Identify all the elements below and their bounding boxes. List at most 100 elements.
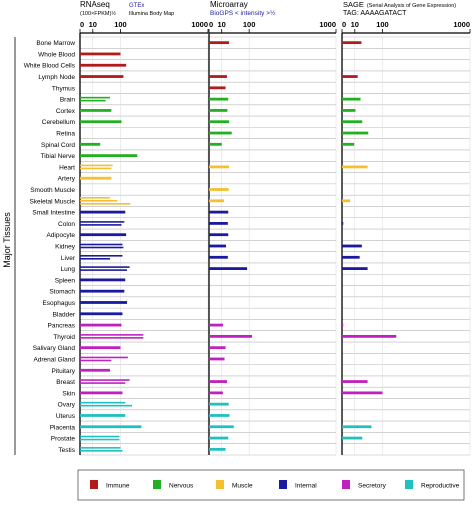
panel-title-sage: SAGE (Serial Analysis of Gene Expression)	[343, 0, 456, 9]
bar-rnaseq-uterus	[80, 414, 126, 417]
panel-title-sage-main: SAGE	[343, 0, 364, 9]
bar-rnaseq-liver	[80, 257, 111, 260]
bar-rnaseq-liver	[80, 254, 123, 257]
tissue-label-esophagus: Esophagus	[42, 300, 75, 307]
tissue-label-lung: Lung	[61, 266, 76, 273]
legend-frame	[77, 469, 465, 501]
bar-rnaseq-artery	[80, 176, 112, 180]
tick-label: 0	[80, 20, 84, 29]
tissue-label-pituitary: Pituitary	[52, 368, 76, 375]
bar-rnaseq-skeletal-muscle	[80, 197, 111, 199]
tissue-label-smooth-muscle: Smooth Muscle	[30, 187, 75, 194]
bar-sage-thyroid	[342, 334, 397, 338]
panel-rnaseq: 0 10 100 1000	[79, 20, 209, 456]
bar-rnaseq-thyroid	[80, 337, 144, 339]
tick-label: 10	[218, 20, 226, 29]
bar-microarray-ovary	[209, 402, 229, 406]
tick-label: 1000	[453, 20, 470, 29]
tissue-label-liver: Liver	[61, 255, 76, 262]
bar-sage-lymph-node	[342, 75, 358, 78]
tissue-label-ovary: Ovary	[58, 402, 76, 409]
tissue-label-whole-blood: Whole Blood	[38, 51, 75, 58]
tick-label: 1000	[319, 20, 336, 29]
tissue-label-cortex: Cortex	[56, 108, 76, 115]
bar-microarray-uterus	[209, 414, 230, 417]
bar-rnaseq-placenta	[80, 425, 142, 429]
bar-sage-cortex	[342, 109, 356, 112]
bar-rnaseq-white-blood-cells	[80, 63, 127, 67]
tick-label: 10	[89, 20, 97, 29]
bar-microarray-brain	[209, 97, 229, 101]
legend-swatch-immune	[90, 480, 98, 489]
bar-rnaseq-ovary	[80, 401, 126, 404]
bar-microarray-spinal-cord	[209, 142, 222, 146]
bar-rnaseq-heart	[80, 167, 112, 170]
panels-layer: 0 10 100 1000 0 10 100 1000 0 10 100 1000	[79, 20, 471, 456]
tissue-label-adipocyte: Adipocyte	[46, 232, 75, 239]
tissue-label-testis: Testis	[58, 447, 75, 454]
tissue-label-skin: Skin	[62, 390, 75, 397]
bar-microarray-prostate	[209, 436, 229, 440]
bar-rnaseq-spleen	[80, 278, 126, 282]
bar-sage-retina	[342, 131, 369, 135]
tissue-label-bone-marrow: Bone Marrow	[36, 40, 75, 47]
legend-label-internal: Internal	[295, 483, 317, 490]
bar-microarray-lymph-node	[209, 75, 227, 78]
tissue-label-retina: Retina	[56, 131, 75, 138]
bar-microarray-pancreas	[209, 323, 223, 327]
tissue-label-stomach: Stomach	[49, 289, 75, 296]
bar-sage-pancreas	[342, 323, 344, 327]
tissue-label-small-intestine: Small Intestine	[32, 210, 75, 217]
bar-sage-cerebellum	[342, 120, 363, 124]
bar-microarray-breast	[209, 380, 227, 383]
panel-title-rnaseq: RNAseq	[80, 0, 110, 9]
legend-label-immune: Immune	[106, 483, 130, 490]
bar-rnaseq-colon	[80, 224, 122, 226]
legend: Immune Nervous Muscle Internal Secretory Repr…	[77, 469, 465, 501]
bar-sage-lung	[342, 267, 368, 270]
tissue-label-spinal-cord: Spinal Cord	[41, 142, 75, 149]
bar-rnaseq-lymph-node	[80, 75, 124, 78]
bar-rnaseq-thyroid	[80, 334, 144, 336]
panel-header-sage: SAGE (Serial Analysis of Gene Expression)…	[343, 0, 456, 17]
tissue-label-salivary-gland: Salivary Gland	[33, 345, 76, 352]
bar-microarray-skin	[209, 391, 223, 395]
bar-microarray-colon	[209, 222, 228, 225]
panel-microarray: 0 10 100 1000	[208, 20, 337, 456]
bar-rnaseq-adipocyte	[80, 233, 127, 237]
tissue-label-prostate: Prostate	[51, 436, 76, 443]
legend-label-muscle: Muscle	[232, 483, 253, 490]
bar-rnaseq-small-intestine	[80, 210, 126, 214]
tissue-label-bladder: Bladder	[53, 311, 76, 318]
tissue-labels: Bone Marrow Whole Blood White Blood Cells L…	[24, 40, 76, 454]
bar-sage-brain	[342, 97, 361, 101]
bar-rnaseq-skeletal-muscle	[80, 200, 118, 202]
bar-sage-bone-marrow	[342, 41, 362, 45]
tick-label: 0	[342, 20, 346, 29]
bar-rnaseq-cortex	[80, 109, 112, 112]
legend-label-reproductive: Reproductive	[421, 483, 460, 490]
tissue-label-breast: Breast	[56, 379, 75, 386]
bar-microarray-bone-marrow	[209, 41, 230, 45]
legend-swatch-internal	[279, 480, 287, 489]
tissue-label-thyroid: Thyroid	[53, 334, 75, 341]
bar-microarray-skeletal-muscle	[209, 199, 225, 203]
panel-sage: 0 10 100 1000	[341, 20, 471, 456]
bar-rnaseq-stomach	[80, 289, 125, 293]
bar-rnaseq-prostate	[80, 438, 120, 441]
panel-header-microarray: Microarray BioGPS < intensity >½	[210, 0, 276, 17]
bar-sage-prostate	[342, 436, 363, 440]
tissue-label-lymph-node: Lymph Node	[38, 74, 75, 81]
bar-microarray-thymus	[209, 86, 226, 90]
tissue-label-placenta: Placenta	[50, 424, 76, 431]
bar-rnaseq-whole-blood	[80, 52, 121, 56]
bar-rnaseq-pancreas	[80, 323, 122, 327]
bar-rnaseq-testis	[80, 450, 123, 452]
panel-title-microarray: Microarray	[210, 0, 248, 9]
bar-rnaseq-lung	[80, 269, 128, 271]
bar-rnaseq-testis	[80, 447, 121, 449]
bar-sage-skin	[342, 391, 383, 395]
bar-rnaseq-salivary-gland	[80, 346, 121, 350]
bar-microarray-kidney	[209, 244, 227, 248]
tissue-label-pancreas: Pancreas	[48, 323, 76, 330]
